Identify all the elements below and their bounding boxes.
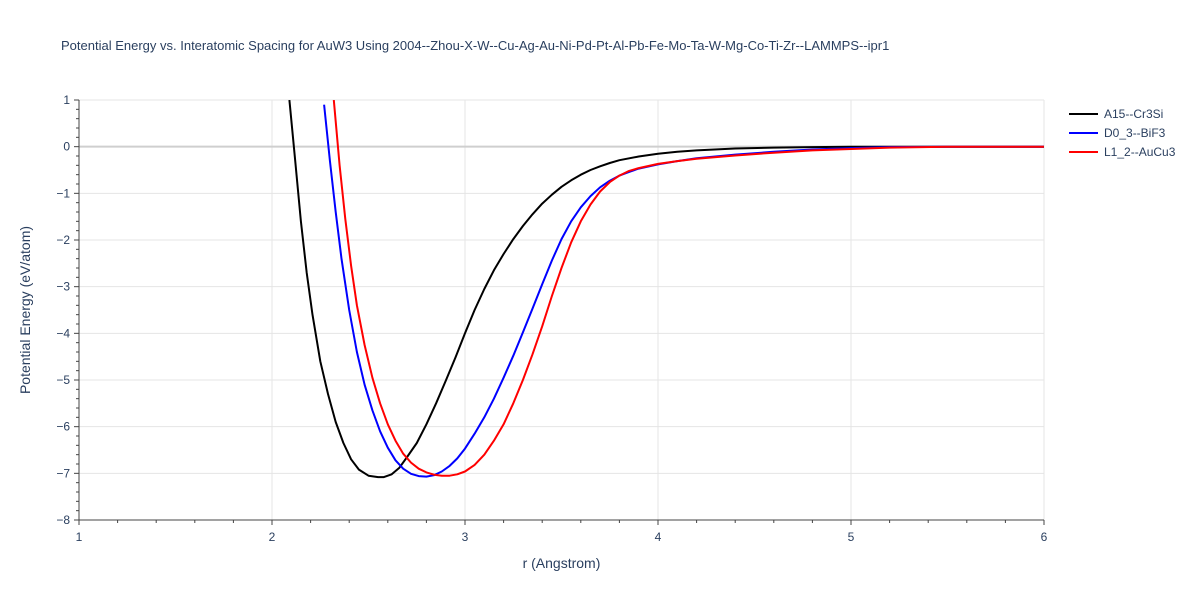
y-tick-label: 0	[63, 140, 70, 154]
y-tick-label: −4	[56, 326, 70, 340]
series-line-A15--Cr3Si	[288, 100, 1044, 479]
legend-item[interactable]: D0_3--BiF3	[1069, 126, 1166, 140]
legend-item[interactable]: L1_2--AuCu3	[1069, 145, 1176, 159]
legend-label: A15--Cr3Si	[1104, 107, 1163, 121]
y-tick-label: −7	[56, 466, 70, 480]
x-tick-label: 6	[1041, 530, 1048, 544]
legend[interactable]: A15--Cr3Si D0_3--BiF3 L1_2--AuCu3	[1069, 107, 1176, 159]
legend-item[interactable]: A15--Cr3Si	[1069, 107, 1163, 121]
x-tick-label: 4	[655, 530, 662, 544]
y-tick-label: 1	[63, 93, 70, 107]
legend-label: L1_2--AuCu3	[1104, 145, 1176, 159]
x-axis-ticks: 1 2 3 4 5 6	[76, 520, 1048, 544]
y-tick-label: −2	[56, 233, 70, 247]
y-axis-label: Potential Energy (eV/atom)	[17, 226, 33, 394]
x-tick-label: 5	[848, 530, 855, 544]
x-axis-label: r (Angstrom)	[523, 555, 601, 571]
axes	[78, 100, 1044, 521]
series-layer	[288, 100, 1044, 479]
x-tick-label: 1	[76, 530, 83, 544]
y-axis-ticks: 1 0 −1 −2 −3 −4 −5 −6 −7 −8	[56, 93, 79, 527]
x-tick-label: 2	[269, 530, 276, 544]
y-tick-label: −3	[56, 280, 70, 294]
y-tick-label: −5	[56, 373, 70, 387]
chart-title: Potential Energy vs. Interatomic Spacing…	[61, 38, 889, 53]
series-line-L1_2--AuCu3	[332, 100, 1044, 477]
x-tick-label: 3	[462, 530, 469, 544]
legend-label: D0_3--BiF3	[1104, 126, 1166, 140]
y-tick-label: −1	[56, 186, 70, 200]
y-tick-label: −8	[56, 513, 70, 527]
grid	[79, 99, 1045, 520]
x-minor-ticks	[117, 520, 1006, 523]
y-tick-label: −6	[56, 420, 70, 434]
